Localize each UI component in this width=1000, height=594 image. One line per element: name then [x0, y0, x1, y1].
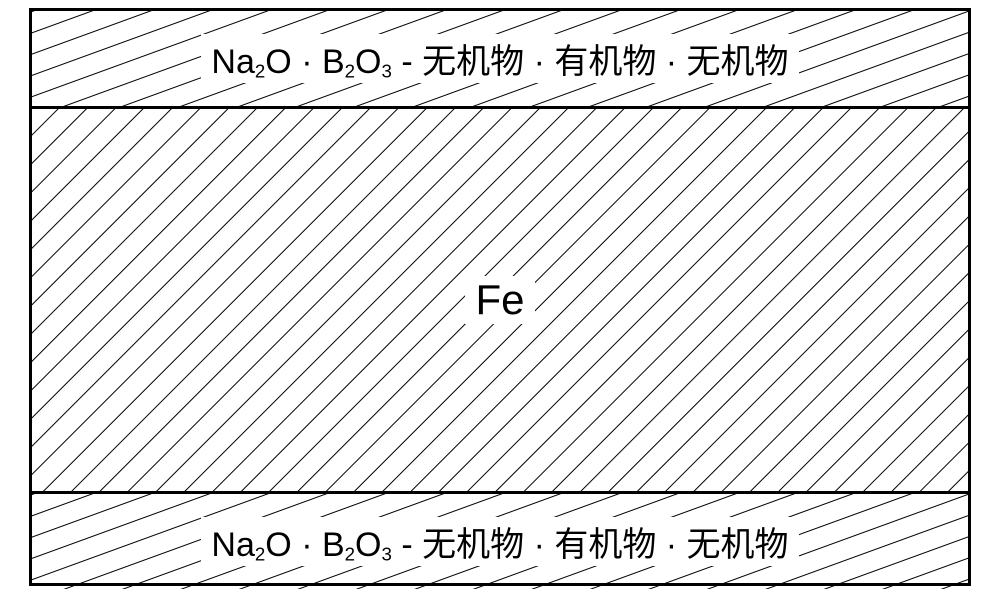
label-core-fe: Fe — [465, 276, 534, 324]
layer-bottom-coating: Na2O · B2O3 - 无机物 · 有机物 · 无机物 — [32, 494, 968, 589]
diagram-outer-frame: Na2O · B2O3 - 无机物 · 有机物 · 无机物 Fe Na2O · … — [29, 8, 971, 586]
label-top-coating: Na2O · B2O3 - 无机物 · 有机物 · 无机物 — [201, 34, 798, 83]
label-bottom-coating: Na2O · B2O3 - 无机物 · 有机物 · 无机物 — [201, 517, 798, 566]
layer-top-coating: Na2O · B2O3 - 无机物 · 有机物 · 无机物 — [32, 11, 968, 106]
layer-core-fe: Fe — [32, 106, 968, 494]
